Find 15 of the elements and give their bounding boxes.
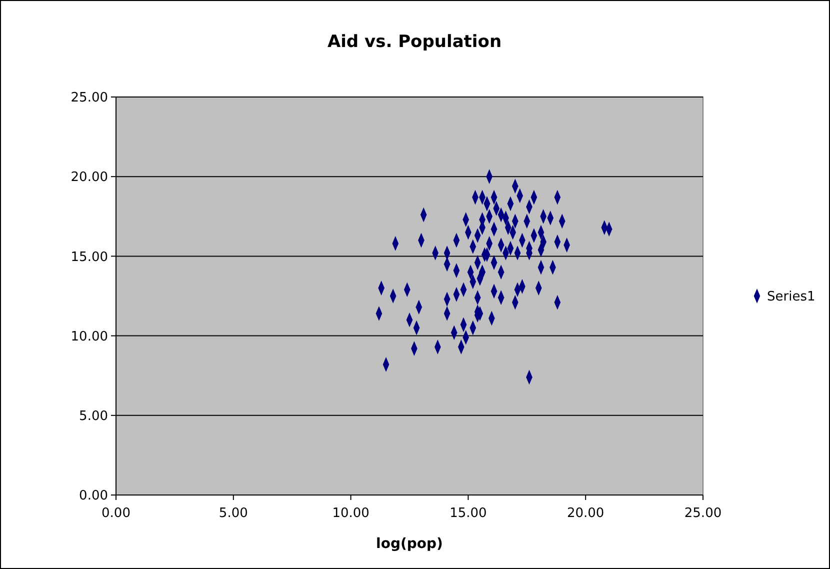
x-tick-label: 5.00 — [218, 506, 248, 521]
chart-title: Aid vs. Population — [327, 32, 502, 52]
y-tick-label: 25.00 — [70, 90, 108, 106]
x-tick-label: 20.00 — [566, 506, 604, 521]
x-tick-label: 25.00 — [684, 506, 722, 521]
y-tick-label: 0.00 — [79, 488, 108, 504]
legend-label: Series1 — [767, 290, 816, 305]
y-tick-label: 10.00 — [70, 329, 108, 344]
y-tick-label: 5.00 — [79, 408, 108, 424]
x-tick-label: 10.00 — [332, 506, 370, 521]
x-tick-label: 0.00 — [102, 506, 130, 521]
y-tick-label: 15.00 — [70, 250, 108, 265]
x-axis-title: log(pop) — [376, 536, 443, 552]
x-tick-label: 15.00 — [450, 506, 487, 521]
y-tick-label: 20.00 — [70, 170, 108, 186]
